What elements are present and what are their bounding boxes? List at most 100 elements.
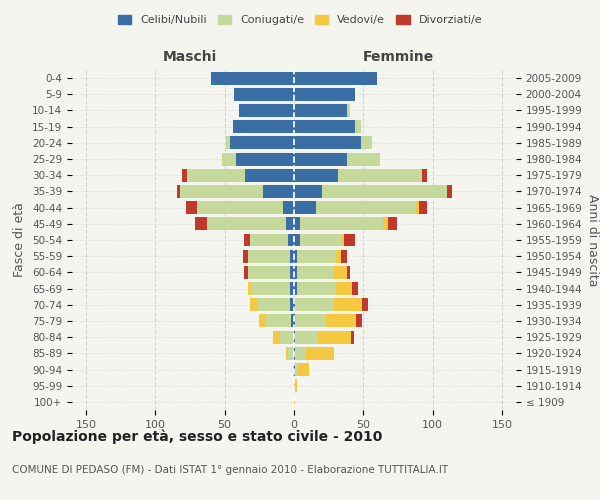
Bar [295,347,307,360]
Bar [283,201,294,214]
Bar [316,201,416,214]
Bar [289,347,294,360]
Bar [294,363,295,376]
Bar [294,396,295,408]
Bar [446,185,452,198]
Bar [236,152,294,166]
Bar [186,201,197,214]
Bar [244,234,250,246]
Bar [294,266,297,279]
Bar [294,201,316,214]
Bar [294,136,361,149]
Bar [297,250,335,262]
Bar [307,347,334,360]
Bar [298,363,309,376]
Bar [291,314,294,328]
Bar [250,234,289,246]
Text: Popolazione per età, sesso e stato civile - 2010: Popolazione per età, sesso e stato civil… [12,430,382,444]
Bar [335,282,352,295]
Bar [196,218,206,230]
Bar [295,298,334,311]
Bar [235,88,294,101]
Bar [259,314,266,328]
Bar [347,152,380,166]
Bar [251,282,290,295]
Bar [294,104,347,117]
Legend: Celibi/Nubili, Coniugati/e, Vedovi/e, Divorziati/e: Celibi/Nubili, Coniugati/e, Vedovi/e, Di… [113,10,487,29]
Bar [245,169,294,181]
Bar [361,136,372,149]
Bar [299,218,383,230]
Bar [242,250,248,262]
Bar [248,266,290,279]
Bar [341,234,344,246]
Bar [317,330,351,344]
Bar [422,169,427,181]
Bar [294,72,377,85]
Bar [295,330,317,344]
Bar [250,298,257,311]
Bar [230,136,294,149]
Bar [341,250,347,262]
Bar [273,330,280,344]
Bar [295,314,326,328]
Bar [248,282,251,295]
Bar [294,379,297,392]
Bar [347,104,350,117]
Text: COMUNE DI PEDASO (FM) - Dati ISTAT 1° gennaio 2010 - Elaborazione TUTTITALIA.IT: COMUNE DI PEDASO (FM) - Dati ISTAT 1° ge… [12,465,448,475]
Bar [294,314,295,328]
Bar [334,298,362,311]
Bar [286,218,294,230]
Bar [244,266,248,279]
Bar [294,282,297,295]
Bar [294,169,338,181]
Bar [290,250,294,262]
Bar [248,250,290,262]
Bar [289,234,294,246]
Bar [239,104,294,117]
Bar [257,298,290,311]
Bar [233,120,294,133]
Bar [351,330,353,344]
Bar [263,185,294,198]
Bar [383,218,388,230]
Bar [294,330,295,344]
Bar [178,185,180,198]
Bar [338,169,422,181]
Bar [333,266,347,279]
Bar [356,314,362,328]
Bar [419,201,427,214]
Bar [294,185,322,198]
Bar [182,169,187,181]
Bar [347,266,350,279]
Bar [297,282,335,295]
Bar [180,185,263,198]
Bar [222,152,236,166]
Y-axis label: Fasce di età: Fasce di età [13,202,26,278]
Bar [416,201,419,214]
Bar [297,266,333,279]
Bar [266,314,291,328]
Bar [280,330,294,344]
Bar [226,136,230,149]
Bar [295,363,298,376]
Bar [290,298,294,311]
Bar [286,347,289,360]
Bar [206,218,286,230]
Bar [344,234,355,246]
Bar [335,250,341,262]
Bar [326,314,356,328]
Bar [352,282,358,295]
Bar [294,218,299,230]
Bar [294,120,355,133]
Bar [211,72,294,85]
Bar [187,169,245,181]
Bar [294,347,295,360]
Bar [294,234,299,246]
Bar [362,298,368,311]
Text: Femmine: Femmine [362,50,434,64]
Bar [322,185,446,198]
Bar [299,234,341,246]
Bar [388,218,397,230]
Text: Maschi: Maschi [163,50,217,64]
